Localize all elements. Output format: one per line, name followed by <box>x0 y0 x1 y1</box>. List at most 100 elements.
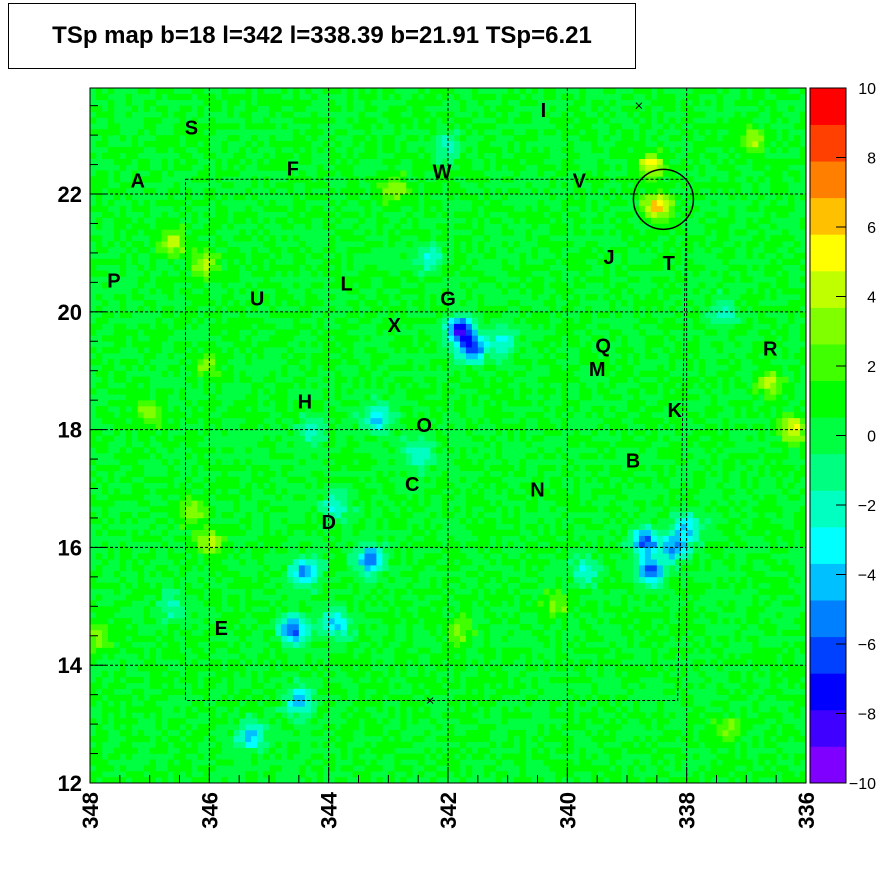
heatmap-cell <box>155 506 162 513</box>
heatmap-cell <box>90 647 97 654</box>
heatmap-cell <box>716 288 723 295</box>
heatmap-cell <box>209 623 216 631</box>
heatmap-cell <box>674 729 681 737</box>
heatmap-cell <box>173 411 180 419</box>
heatmap-cell <box>257 282 264 289</box>
heatmap-cell <box>561 464 568 472</box>
heatmap-cell <box>95 623 103 631</box>
heatmap-cell <box>794 364 801 372</box>
heatmap-cell <box>477 676 485 684</box>
heatmap-cell <box>304 512 312 519</box>
heatmap-cell <box>525 777 532 784</box>
heatmap-cell <box>794 300 801 307</box>
heatmap-cell <box>340 323 347 330</box>
heatmap-cell <box>370 759 377 766</box>
heatmap-cell <box>501 459 508 466</box>
heatmap-cell <box>191 270 198 277</box>
heatmap-cell <box>442 394 449 401</box>
heatmap-cell <box>442 641 449 648</box>
heatmap-cell <box>364 553 371 560</box>
heatmap-cell <box>292 623 300 631</box>
heatmap-cell <box>310 753 318 760</box>
heatmap-cell <box>274 311 282 318</box>
heatmap-cell <box>257 553 264 560</box>
heatmap-cell <box>233 323 240 330</box>
heatmap-cell <box>453 376 461 383</box>
heatmap-cell <box>382 276 389 283</box>
heatmap-cell <box>740 706 747 713</box>
heatmap-cell <box>149 665 156 672</box>
heatmap-cell <box>364 635 371 642</box>
heatmap-cell <box>627 288 634 295</box>
heatmap-cell <box>316 476 323 483</box>
heatmap-cell <box>471 447 479 454</box>
heatmap-cell <box>519 765 526 772</box>
heatmap-cell <box>764 305 771 313</box>
heatmap-cell <box>752 706 759 713</box>
heatmap-cell <box>304 606 312 613</box>
heatmap-cell <box>489 694 497 701</box>
heatmap-cell <box>680 553 687 560</box>
heatmap-cell <box>191 300 198 307</box>
heatmap-cell <box>167 470 174 478</box>
heatmap-cell <box>191 506 198 513</box>
heatmap-cell <box>644 370 652 377</box>
heatmap-cell <box>107 582 115 589</box>
heatmap-cell <box>501 341 508 348</box>
heatmap-cell <box>644 476 652 483</box>
heatmap-cell <box>418 300 425 307</box>
heatmap-cell <box>448 735 455 743</box>
heatmap-cell <box>489 523 497 531</box>
heatmap-cell <box>310 665 318 672</box>
heatmap-cell <box>471 394 479 401</box>
heatmap-cell <box>519 370 526 377</box>
heatmap-cell <box>734 300 741 307</box>
heatmap-cell <box>280 400 288 407</box>
heatmap-cell <box>567 523 574 531</box>
heatmap-cell <box>185 341 192 348</box>
heatmap-cell <box>668 712 676 719</box>
heatmap-cell <box>209 547 216 554</box>
heatmap-cell <box>430 512 437 519</box>
heatmap-cell <box>603 559 610 566</box>
heatmap-cell <box>269 394 276 401</box>
heatmap-cell <box>233 735 240 743</box>
heatmap-cell <box>430 612 437 619</box>
heatmap-cell <box>137 653 144 660</box>
heatmap-cell <box>328 347 335 354</box>
heatmap-cell <box>722 659 729 666</box>
heatmap-cell <box>531 453 538 460</box>
heatmap-cell <box>800 453 807 460</box>
heatmap-cell <box>752 506 759 513</box>
heatmap-cell <box>543 618 550 625</box>
heatmap-cell <box>173 470 180 478</box>
heatmap-cell <box>352 358 359 366</box>
heatmap-cell <box>459 335 467 342</box>
heatmap-cell <box>734 541 741 548</box>
heatmap-cell <box>215 676 222 684</box>
heatmap-cell <box>173 417 180 425</box>
heatmap-cell <box>370 600 377 607</box>
heatmap-cell <box>322 724 329 731</box>
heatmap-cell <box>292 329 300 336</box>
heatmap-cell <box>274 400 282 407</box>
heatmap-cell <box>591 488 598 495</box>
heatmap-cell <box>591 553 598 560</box>
heatmap-cell <box>322 476 329 483</box>
heatmap-cell <box>483 647 491 654</box>
heatmap-cell <box>394 741 401 748</box>
heatmap-cell <box>221 712 228 719</box>
heatmap-cell <box>352 582 359 589</box>
heatmap-cell <box>555 364 562 372</box>
heatmap-cell <box>173 347 180 354</box>
heatmap-cell <box>334 500 341 507</box>
heatmap-cell <box>400 435 407 442</box>
heatmap-cell <box>322 311 329 318</box>
heatmap-cell <box>680 671 687 678</box>
heatmap-cell <box>203 347 210 354</box>
heatmap-cell <box>424 606 431 613</box>
heatmap-cell <box>638 559 646 566</box>
heatmap-cell <box>358 541 365 548</box>
heatmap-cell <box>292 300 300 307</box>
heatmap-cell <box>394 500 401 507</box>
